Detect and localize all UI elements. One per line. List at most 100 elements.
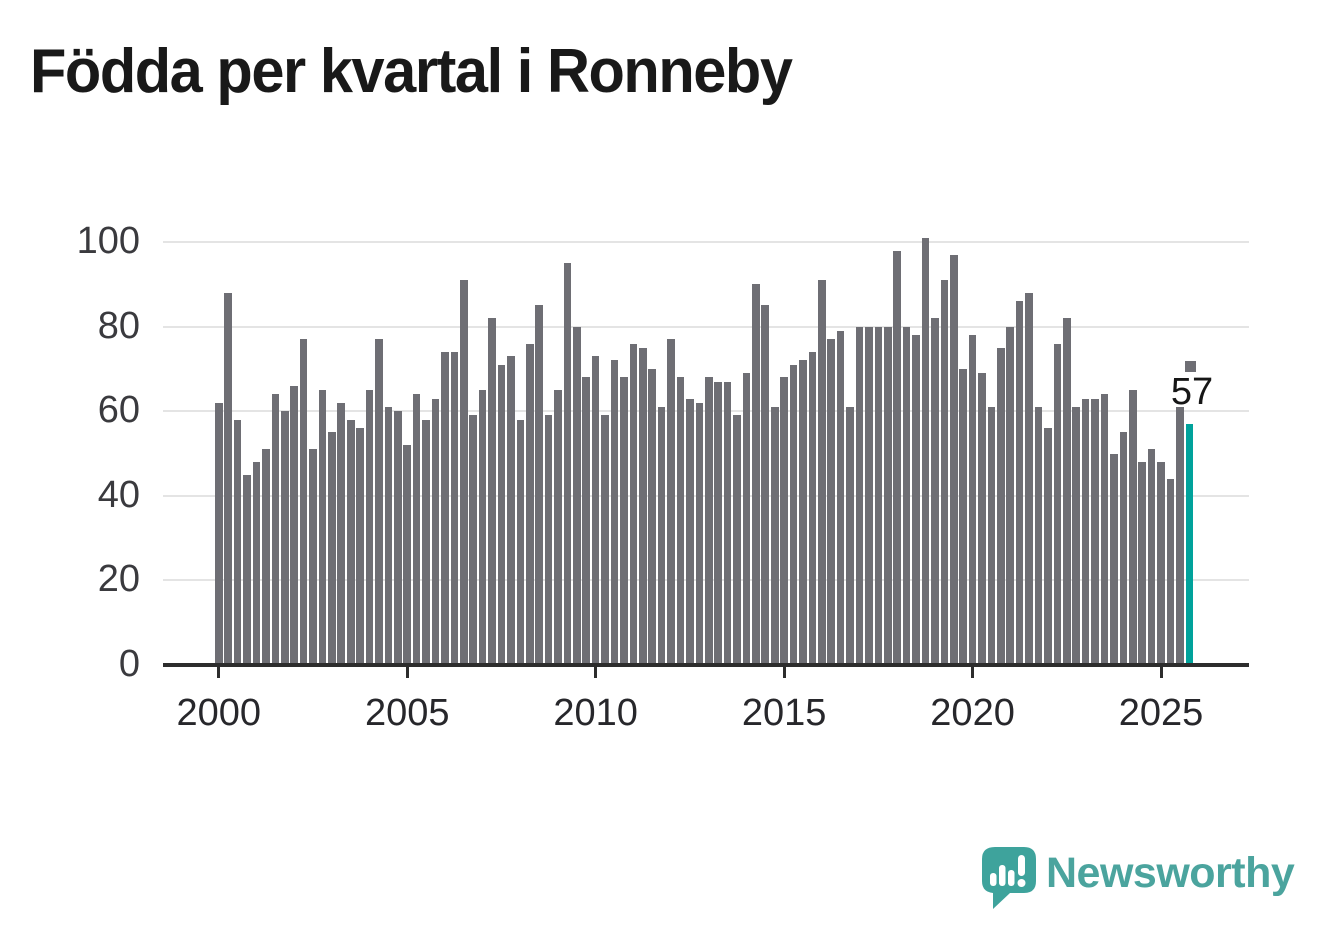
- bar: [968, 335, 977, 665]
- x-axis-label-2000: 2000: [176, 692, 262, 734]
- bar: [252, 462, 261, 665]
- bar: [262, 449, 270, 665]
- bar: [299, 339, 308, 665]
- bar: [921, 237, 930, 665]
- y-axis-label-80: 80: [97, 304, 140, 347]
- bar: [516, 419, 525, 665]
- bar: [949, 254, 958, 665]
- bar: [912, 335, 920, 665]
- bar: [544, 415, 553, 665]
- bar: [676, 377, 685, 665]
- bar: [469, 415, 477, 665]
- bar: [1157, 462, 1165, 665]
- bar: [488, 318, 496, 665]
- y-axis-label-40: 40: [97, 473, 140, 516]
- bar: [1006, 326, 1015, 665]
- bar: [459, 280, 468, 665]
- bar: [412, 394, 421, 665]
- bar: [1015, 301, 1024, 665]
- bar: [1091, 398, 1099, 665]
- bar: [535, 305, 543, 665]
- bar: [704, 377, 713, 665]
- bar: [1034, 407, 1043, 665]
- y-axis-label-0: 0: [118, 643, 140, 685]
- x-axis-tick-2010: [594, 667, 598, 678]
- bar: [290, 385, 298, 665]
- x-axis-tick-2020: [971, 667, 975, 678]
- bar: [356, 428, 364, 665]
- bar: [309, 449, 317, 665]
- bar: [818, 280, 826, 665]
- bar: [827, 339, 836, 665]
- bar: [846, 407, 854, 665]
- bar: [695, 402, 704, 665]
- bar: [931, 318, 939, 665]
- bar: [714, 381, 722, 665]
- bar: [733, 415, 741, 665]
- x-axis-tick-2015: [782, 667, 786, 678]
- annotation-value-label: 57: [1170, 371, 1214, 413]
- bar: [752, 284, 760, 665]
- bar: [1110, 453, 1118, 665]
- bar: [799, 360, 807, 665]
- bar: [233, 419, 242, 665]
- bar: [337, 402, 346, 665]
- bar: [1044, 428, 1052, 665]
- bar: [1166, 478, 1175, 665]
- bar: [441, 352, 449, 665]
- bar: [978, 373, 986, 665]
- bar: [855, 326, 864, 665]
- bar: [723, 381, 732, 665]
- bar: [1072, 407, 1081, 665]
- bar: [403, 445, 412, 665]
- x-axis-label-2015: 2015: [741, 692, 827, 734]
- x-axis-label-2020: 2020: [930, 692, 1015, 734]
- bar: [874, 326, 883, 665]
- bar: [629, 343, 638, 665]
- bar: [902, 326, 911, 665]
- bar: [497, 364, 506, 665]
- bar: [582, 377, 591, 665]
- x-axis-tick-2025: [1159, 667, 1163, 678]
- bar: [648, 368, 657, 665]
- bar: [507, 356, 515, 665]
- bar: [601, 415, 609, 665]
- bar: [940, 280, 949, 665]
- bar: [271, 394, 280, 665]
- bar: [328, 432, 336, 665]
- bar: [478, 390, 487, 665]
- annotation-marker-square: [1185, 361, 1196, 372]
- bar: [808, 352, 817, 665]
- bar: [525, 343, 534, 665]
- bar: [1063, 318, 1071, 665]
- bar: [789, 364, 798, 665]
- y-axis-label-60: 60: [97, 389, 140, 432]
- y-axis-label-100: 100: [76, 220, 140, 262]
- bar: [280, 411, 289, 665]
- bar: [563, 263, 572, 665]
- bar: [610, 360, 619, 665]
- bar: [620, 377, 628, 665]
- bar: [450, 352, 459, 665]
- bar: [836, 330, 845, 665]
- bar: [865, 326, 873, 665]
- bar: [639, 347, 647, 665]
- bar: [431, 398, 440, 665]
- bar: [224, 292, 232, 665]
- bar: [657, 407, 666, 665]
- x-axis-label-2005: 2005: [364, 692, 450, 734]
- bar: [667, 339, 675, 665]
- bar: [365, 390, 374, 665]
- page-title: Födda per kvartal i Ronneby: [30, 37, 793, 106]
- bar: [1100, 394, 1109, 665]
- bar: [394, 411, 402, 665]
- bar: [591, 356, 600, 665]
- bar: [384, 407, 393, 665]
- bar: [780, 377, 788, 665]
- bar: [987, 407, 996, 665]
- x-axis-line: [163, 663, 1249, 667]
- bar: [893, 250, 901, 665]
- newsworthy-logo-icon: [982, 847, 1036, 909]
